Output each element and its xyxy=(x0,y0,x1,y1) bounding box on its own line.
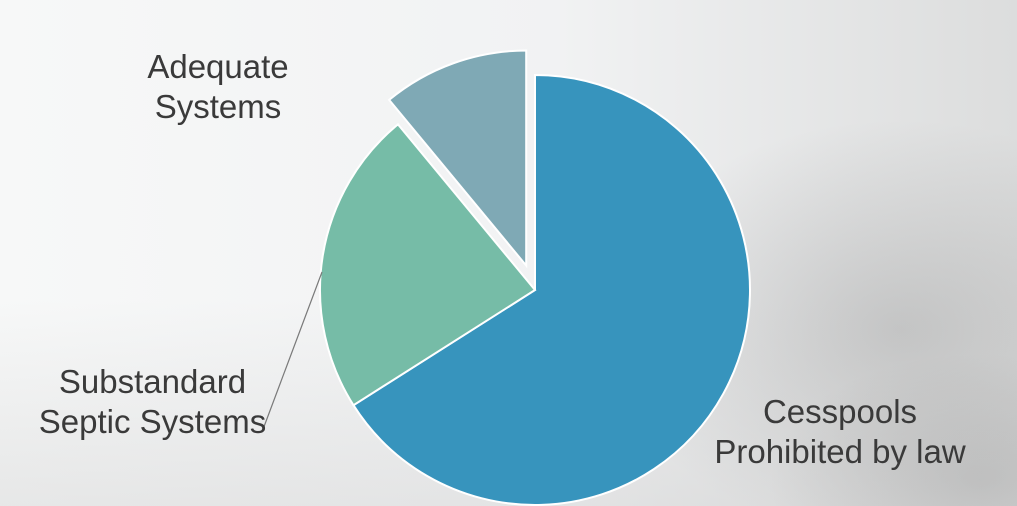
label-adequate-line1: Adequate xyxy=(147,48,289,85)
label-substandard-line2: Septic Systems xyxy=(38,403,267,440)
slice-cesspools xyxy=(352,73,751,506)
label-cesspools-line1: Cesspools xyxy=(762,393,918,430)
label-substandard-septic: Substandard Septic Systems xyxy=(20,362,285,442)
label-substandard-line1: Substandard xyxy=(58,363,247,400)
slice-adequate-systems xyxy=(387,49,528,269)
label-cesspools: Cesspools Prohibited by law xyxy=(685,392,995,472)
slice-substandard-septic xyxy=(319,122,537,407)
label-cesspools-line2: Prohibited by law xyxy=(714,433,966,470)
label-adequate-systems: Adequate Systems xyxy=(118,47,318,127)
label-adequate-line2: Systems xyxy=(154,88,282,125)
leader-line-substandard xyxy=(261,271,323,433)
